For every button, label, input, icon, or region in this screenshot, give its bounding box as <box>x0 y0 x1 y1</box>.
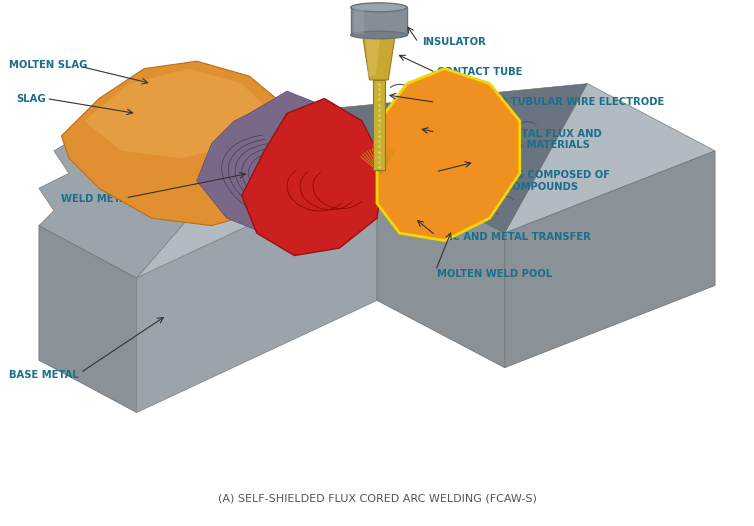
Polygon shape <box>242 98 385 256</box>
Text: BASE METAL: BASE METAL <box>9 370 78 380</box>
Polygon shape <box>377 166 504 368</box>
Polygon shape <box>366 33 381 76</box>
Text: CONTACT TUBE: CONTACT TUBE <box>437 67 523 77</box>
Polygon shape <box>39 226 136 412</box>
Ellipse shape <box>351 3 407 12</box>
Polygon shape <box>504 151 715 368</box>
Polygon shape <box>362 31 396 80</box>
Polygon shape <box>377 69 520 240</box>
Polygon shape <box>279 84 587 233</box>
Polygon shape <box>84 69 279 158</box>
Ellipse shape <box>351 31 407 39</box>
Polygon shape <box>354 9 364 34</box>
Text: POWDERED METAL FLUX AND
SLAG FORMING MATERIALS: POWDERED METAL FLUX AND SLAG FORMING MAT… <box>437 129 602 150</box>
Text: (A) SELF-SHIELDED FLUX CORED ARC WELDING (FCAW-S): (A) SELF-SHIELDED FLUX CORED ARC WELDING… <box>218 493 536 503</box>
Polygon shape <box>197 91 354 233</box>
Polygon shape <box>62 61 324 226</box>
Polygon shape <box>377 84 715 233</box>
Polygon shape <box>351 7 407 35</box>
Polygon shape <box>373 80 385 169</box>
Polygon shape <box>39 114 377 278</box>
Text: ARC AND METAL TRANSFER: ARC AND METAL TRANSFER <box>437 232 591 242</box>
Text: INSULATOR: INSULATOR <box>422 37 486 47</box>
Text: WELD METAL: WELD METAL <box>62 195 134 205</box>
Polygon shape <box>136 166 377 412</box>
Text: MOLTEN SLAG: MOLTEN SLAG <box>9 60 87 70</box>
Text: SLAG: SLAG <box>17 94 46 104</box>
Polygon shape <box>39 106 279 278</box>
Text: FLUX FILLED TUBULAR WIRE ELECTRODE: FLUX FILLED TUBULAR WIRE ELECTRODE <box>437 97 664 107</box>
Text: ARC SHIELDING COMPOSED OF
VAPORIZED COMPOUNDS: ARC SHIELDING COMPOSED OF VAPORIZED COMP… <box>437 170 610 191</box>
Text: MOLTEN WELD POOL: MOLTEN WELD POOL <box>437 269 553 279</box>
